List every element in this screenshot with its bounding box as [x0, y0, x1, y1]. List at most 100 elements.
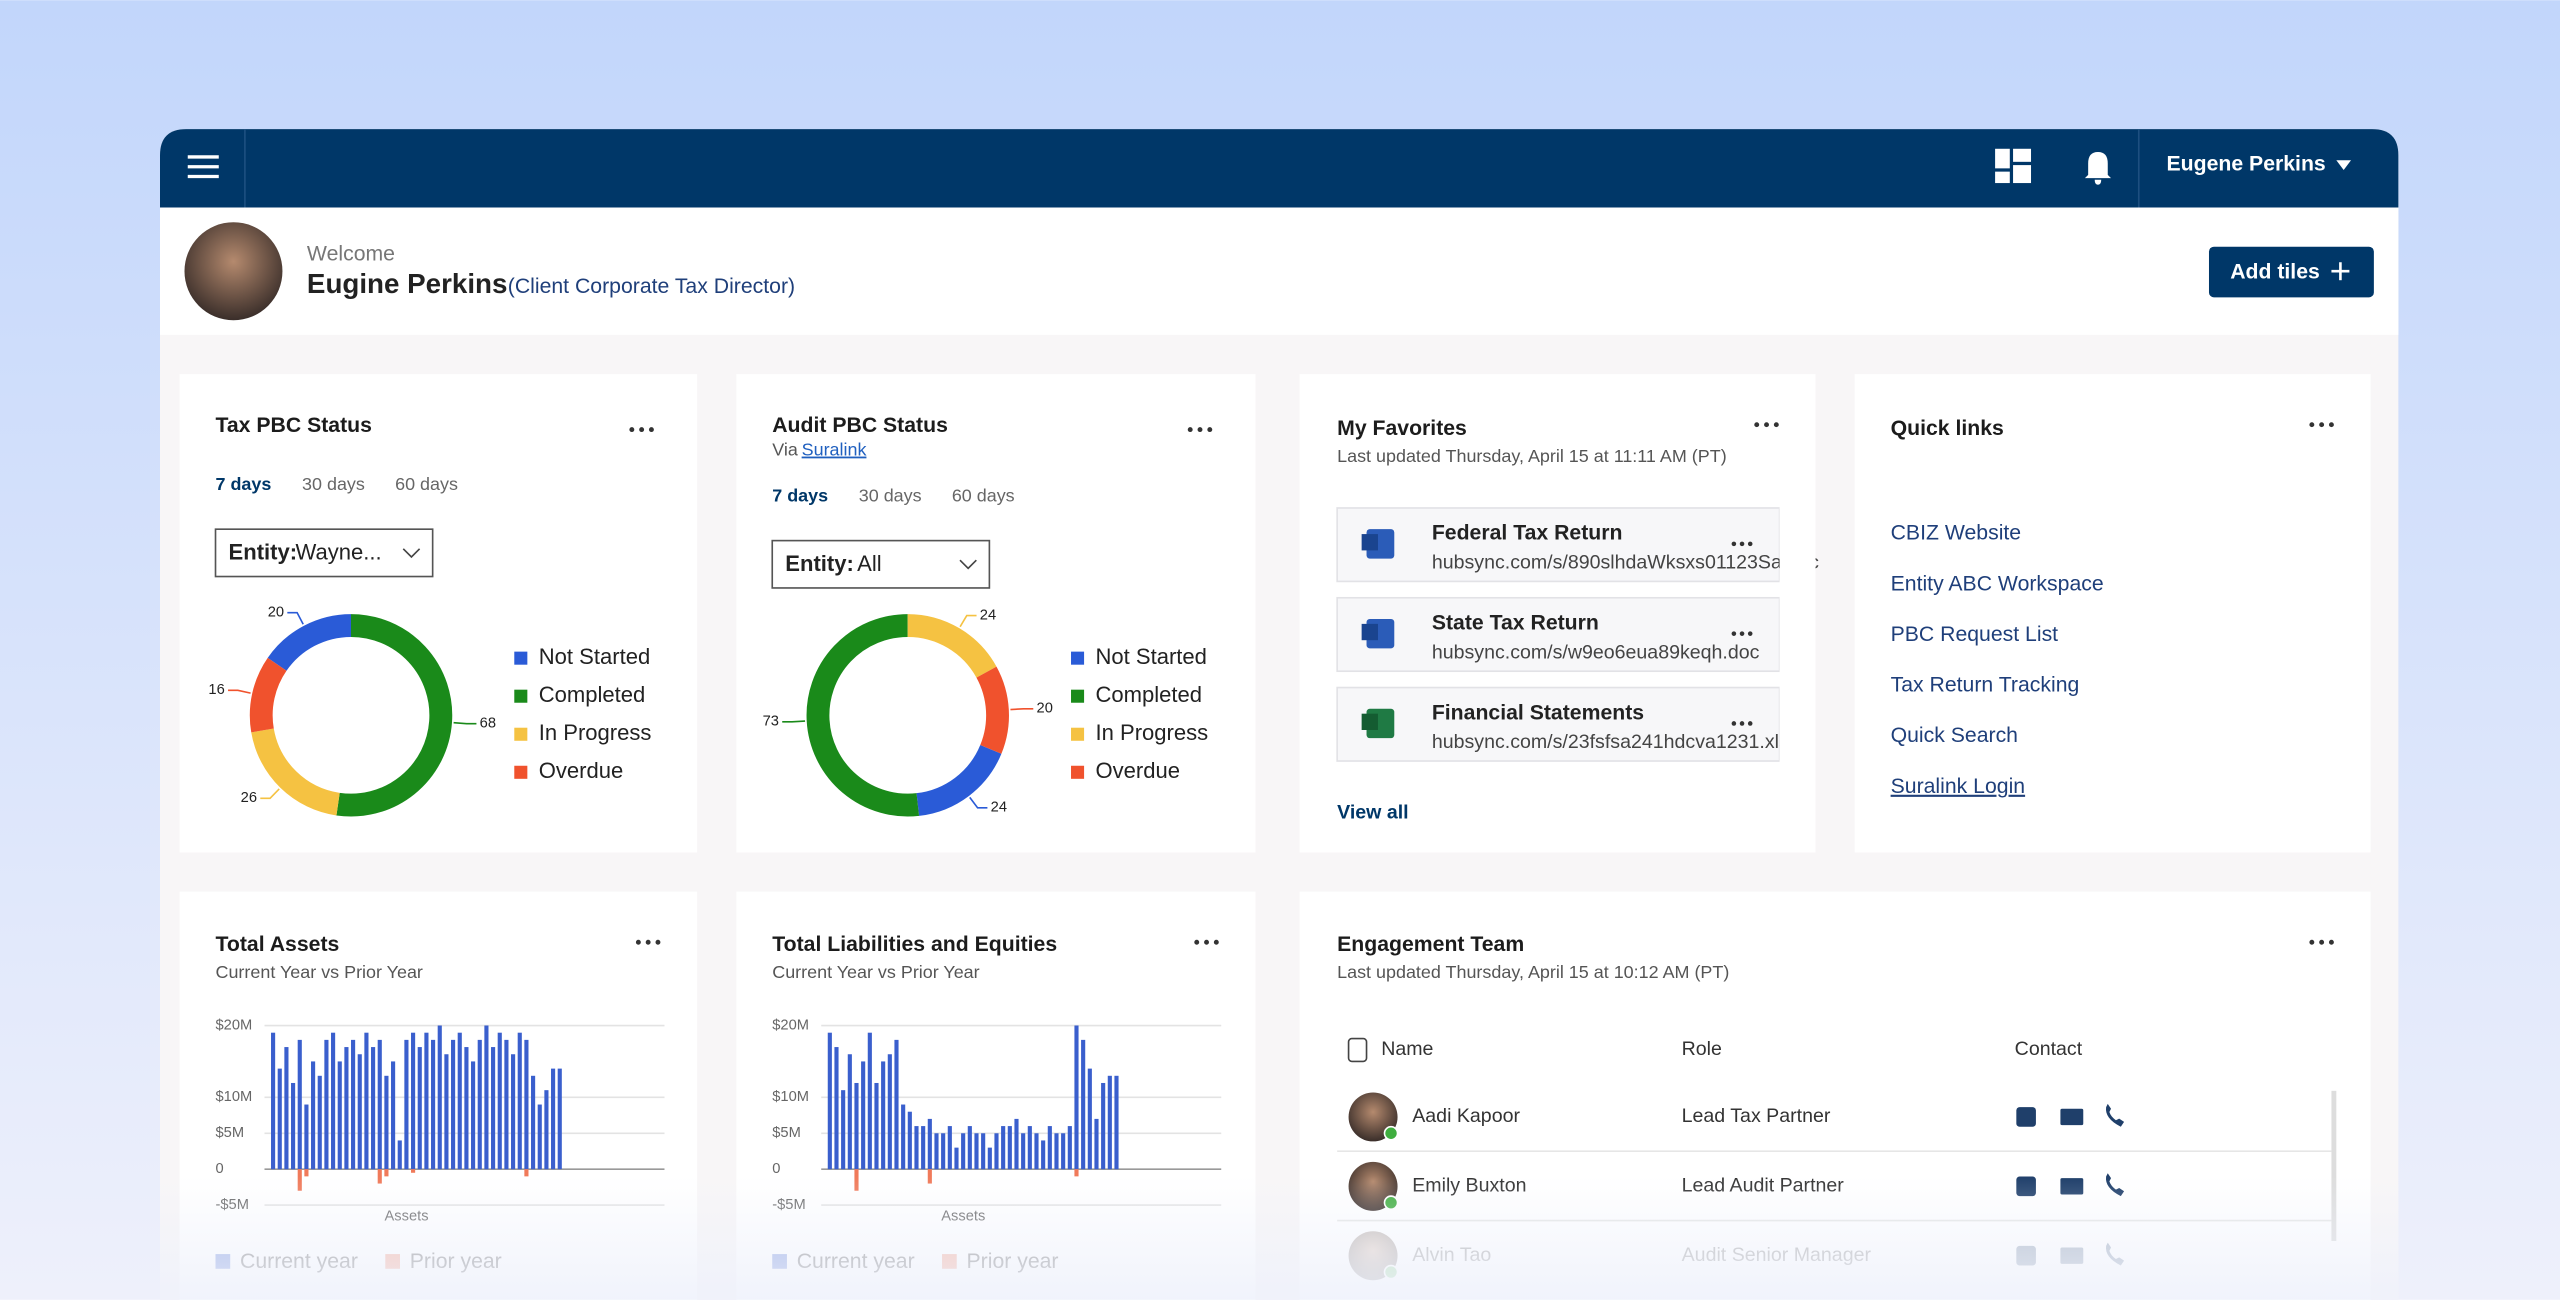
- favorite-name[interactable]: Federal Tax Return: [1432, 522, 1623, 545]
- bar: [504, 1039, 509, 1170]
- more-dot[interactable]: [1747, 721, 1753, 726]
- more-dot[interactable]: [1194, 939, 1200, 945]
- quick-link[interactable]: Quick Search: [1891, 724, 2018, 747]
- more-dot[interactable]: [1739, 541, 1745, 547]
- more-dot[interactable]: [1739, 631, 1745, 636]
- more-dot[interactable]: [2309, 939, 2315, 945]
- bar: [941, 1133, 946, 1170]
- more-dot[interactable]: [1747, 541, 1753, 547]
- more-dot[interactable]: [1213, 939, 1219, 945]
- bar: [967, 1126, 972, 1170]
- scrollbar[interactable]: [2331, 1090, 2337, 1242]
- dropdown-value: Wayne...: [296, 540, 382, 565]
- menu-icon[interactable]: [187, 155, 219, 179]
- more-dot[interactable]: [648, 427, 654, 433]
- more-dot[interactable]: [1207, 427, 1213, 433]
- more-dot[interactable]: [1773, 422, 1779, 428]
- chevron: [402, 548, 421, 559]
- legend-swatch: [514, 727, 528, 741]
- more-dot[interactable]: [645, 939, 651, 945]
- favorite-item[interactable]: [1336, 686, 1781, 762]
- bar: [1054, 1133, 1059, 1170]
- tile: [736, 374, 1256, 853]
- range-option[interactable]: 30 days: [302, 474, 365, 494]
- view-all-link[interactable]: View all: [1337, 801, 1408, 823]
- add-tiles-button[interactable]: [2208, 246, 2374, 298]
- more-dot[interactable]: [635, 939, 641, 945]
- more-dot[interactable]: [1754, 422, 1760, 428]
- favorite-url: hubsync.com/s/w9eo6eua89keqh.doc: [1432, 641, 1760, 663]
- range-option[interactable]: 7 days: [216, 474, 272, 494]
- favorite-item[interactable]: [1336, 507, 1781, 583]
- via-link[interactable]: Suralink: [802, 440, 867, 460]
- more-dot[interactable]: [1187, 427, 1193, 433]
- more-dot[interactable]: [629, 427, 635, 433]
- bar: [1007, 1126, 1012, 1170]
- bar: [827, 1032, 832, 1170]
- quick-link[interactable]: CBIZ Website: [1891, 522, 2022, 545]
- more-dot[interactable]: [655, 939, 661, 945]
- range-option[interactable]: 60 days: [395, 474, 458, 494]
- more-dot[interactable]: [2309, 422, 2315, 428]
- more-dot[interactable]: [2328, 939, 2334, 945]
- apps-icon[interactable]: [1995, 148, 2032, 184]
- quick-link[interactable]: Tax Return Tracking: [1891, 674, 2080, 697]
- favorite-name[interactable]: State Tax Return: [1432, 611, 1599, 634]
- bar: [371, 1047, 376, 1170]
- legend-swatch: [1071, 765, 1085, 779]
- tile-subtitle: Current Year vs Prior Year: [772, 962, 979, 982]
- quick-link[interactable]: Entity ABC Workspace: [1891, 572, 2104, 595]
- phone-icon[interactable]: [2105, 1103, 2125, 1127]
- caret[interactable]: [2336, 160, 2352, 170]
- bar: [1001, 1126, 1006, 1170]
- entity-dropdown[interactable]: [771, 539, 991, 589]
- bar: [377, 1039, 382, 1170]
- more-dot[interactable]: [1764, 422, 1769, 428]
- legend-swatch: [514, 689, 528, 703]
- more-dot[interactable]: [1731, 541, 1737, 547]
- bar: [457, 1032, 462, 1170]
- user-menu[interactable]: Eugene Perkins: [2167, 153, 2326, 176]
- favorite-name[interactable]: Financial Statements: [1432, 701, 1644, 724]
- range-option[interactable]: 60 days: [952, 485, 1015, 505]
- more-dot[interactable]: [1197, 427, 1203, 433]
- file-icon-badge: [1361, 534, 1378, 551]
- bell-icon[interactable]: [2084, 152, 2112, 185]
- entity-dropdown[interactable]: [214, 528, 434, 578]
- button-label[interactable]: Add tiles: [2230, 260, 2320, 283]
- dropdown-label: Entity:: [229, 540, 298, 565]
- range-option[interactable]: 30 days: [859, 485, 922, 505]
- chevron: [959, 559, 977, 570]
- linkedin-icon[interactable]: [2016, 1107, 2036, 1127]
- more-dot[interactable]: [2319, 939, 2325, 945]
- bar: [1014, 1118, 1019, 1170]
- more-dot[interactable]: [639, 427, 645, 433]
- bar: [1041, 1140, 1046, 1170]
- plus-icon[interactable]: [2331, 262, 2350, 281]
- tile-title: Total Liabilities and Equities: [772, 933, 1057, 956]
- more-dot[interactable]: [1731, 631, 1737, 636]
- favorite-url: hubsync.com/s/890slhdaWksxs01123Sa.doc: [1432, 552, 1819, 574]
- favorite-url: hubsync.com/s/23fsfsa241hdcva1231.xls: [1432, 731, 1789, 753]
- more-dot[interactable]: [1739, 721, 1745, 726]
- welcome-bar: [160, 207, 2399, 335]
- more-dot[interactable]: [2328, 422, 2334, 428]
- quick-link[interactable]: PBC Request List: [1891, 623, 2059, 646]
- bar: [291, 1082, 296, 1170]
- user-name: Eugine Perkins: [307, 268, 507, 299]
- bar: [444, 1054, 449, 1170]
- bar: [867, 1032, 872, 1170]
- more-dot[interactable]: [1747, 631, 1753, 636]
- more-dot[interactable]: [1731, 721, 1737, 726]
- dropdown-value: All: [857, 551, 881, 576]
- bar: [987, 1147, 992, 1170]
- column-header: Name: [1381, 1038, 1433, 1060]
- more-dot[interactable]: [2319, 422, 2325, 428]
- data-label: 16: [208, 682, 224, 698]
- bar: [1114, 1075, 1119, 1170]
- y-tick-label: 0: [772, 1161, 780, 1177]
- more-dot[interactable]: [1204, 939, 1209, 945]
- range-option[interactable]: 7 days: [772, 485, 828, 505]
- quick-link[interactable]: Suralink Login: [1891, 775, 2025, 798]
- mail-icon[interactable]: [2060, 1108, 2084, 1126]
